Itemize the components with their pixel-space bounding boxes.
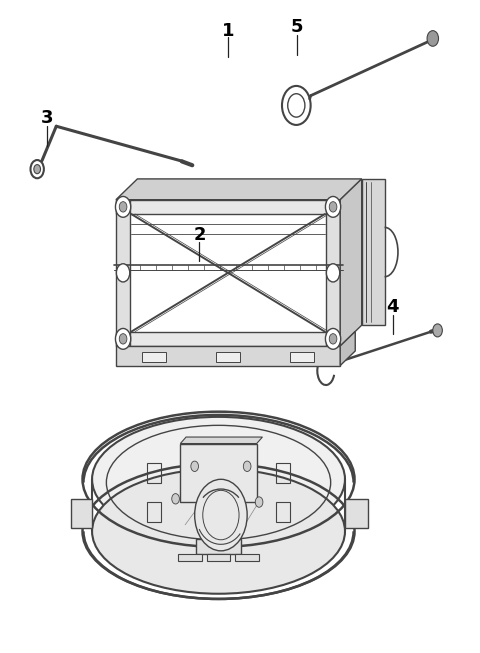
Circle shape: [329, 334, 337, 344]
Circle shape: [325, 197, 341, 217]
Circle shape: [119, 202, 127, 212]
Circle shape: [427, 31, 439, 46]
Polygon shape: [71, 499, 92, 528]
Circle shape: [329, 202, 337, 212]
Circle shape: [119, 334, 127, 344]
Polygon shape: [206, 554, 230, 560]
Circle shape: [116, 328, 131, 349]
Text: 5: 5: [291, 18, 303, 37]
Polygon shape: [345, 499, 368, 528]
Circle shape: [34, 165, 40, 174]
Bar: [216, 352, 240, 362]
Text: 1: 1: [222, 22, 234, 40]
Circle shape: [326, 264, 340, 282]
Polygon shape: [196, 539, 241, 554]
Circle shape: [172, 494, 180, 504]
Circle shape: [116, 197, 131, 217]
Polygon shape: [326, 200, 340, 346]
Ellipse shape: [92, 417, 345, 542]
Circle shape: [243, 461, 251, 471]
Polygon shape: [116, 200, 340, 214]
Polygon shape: [178, 554, 202, 560]
Circle shape: [255, 497, 263, 507]
Polygon shape: [116, 179, 362, 200]
Polygon shape: [340, 332, 355, 366]
Polygon shape: [362, 179, 384, 325]
Polygon shape: [180, 437, 263, 443]
Circle shape: [116, 264, 130, 282]
Polygon shape: [116, 200, 130, 346]
Text: 4: 4: [386, 298, 399, 316]
Bar: [142, 352, 166, 362]
Circle shape: [325, 328, 341, 349]
Circle shape: [191, 461, 199, 471]
Circle shape: [433, 324, 443, 337]
Polygon shape: [340, 179, 362, 346]
Ellipse shape: [92, 469, 345, 594]
Text: 3: 3: [40, 110, 53, 127]
Polygon shape: [116, 346, 340, 366]
Circle shape: [31, 160, 44, 178]
Polygon shape: [116, 332, 340, 346]
Text: 2: 2: [193, 227, 206, 244]
Bar: [290, 352, 314, 362]
Circle shape: [195, 479, 247, 551]
Bar: [180, 443, 257, 502]
Polygon shape: [235, 554, 259, 560]
